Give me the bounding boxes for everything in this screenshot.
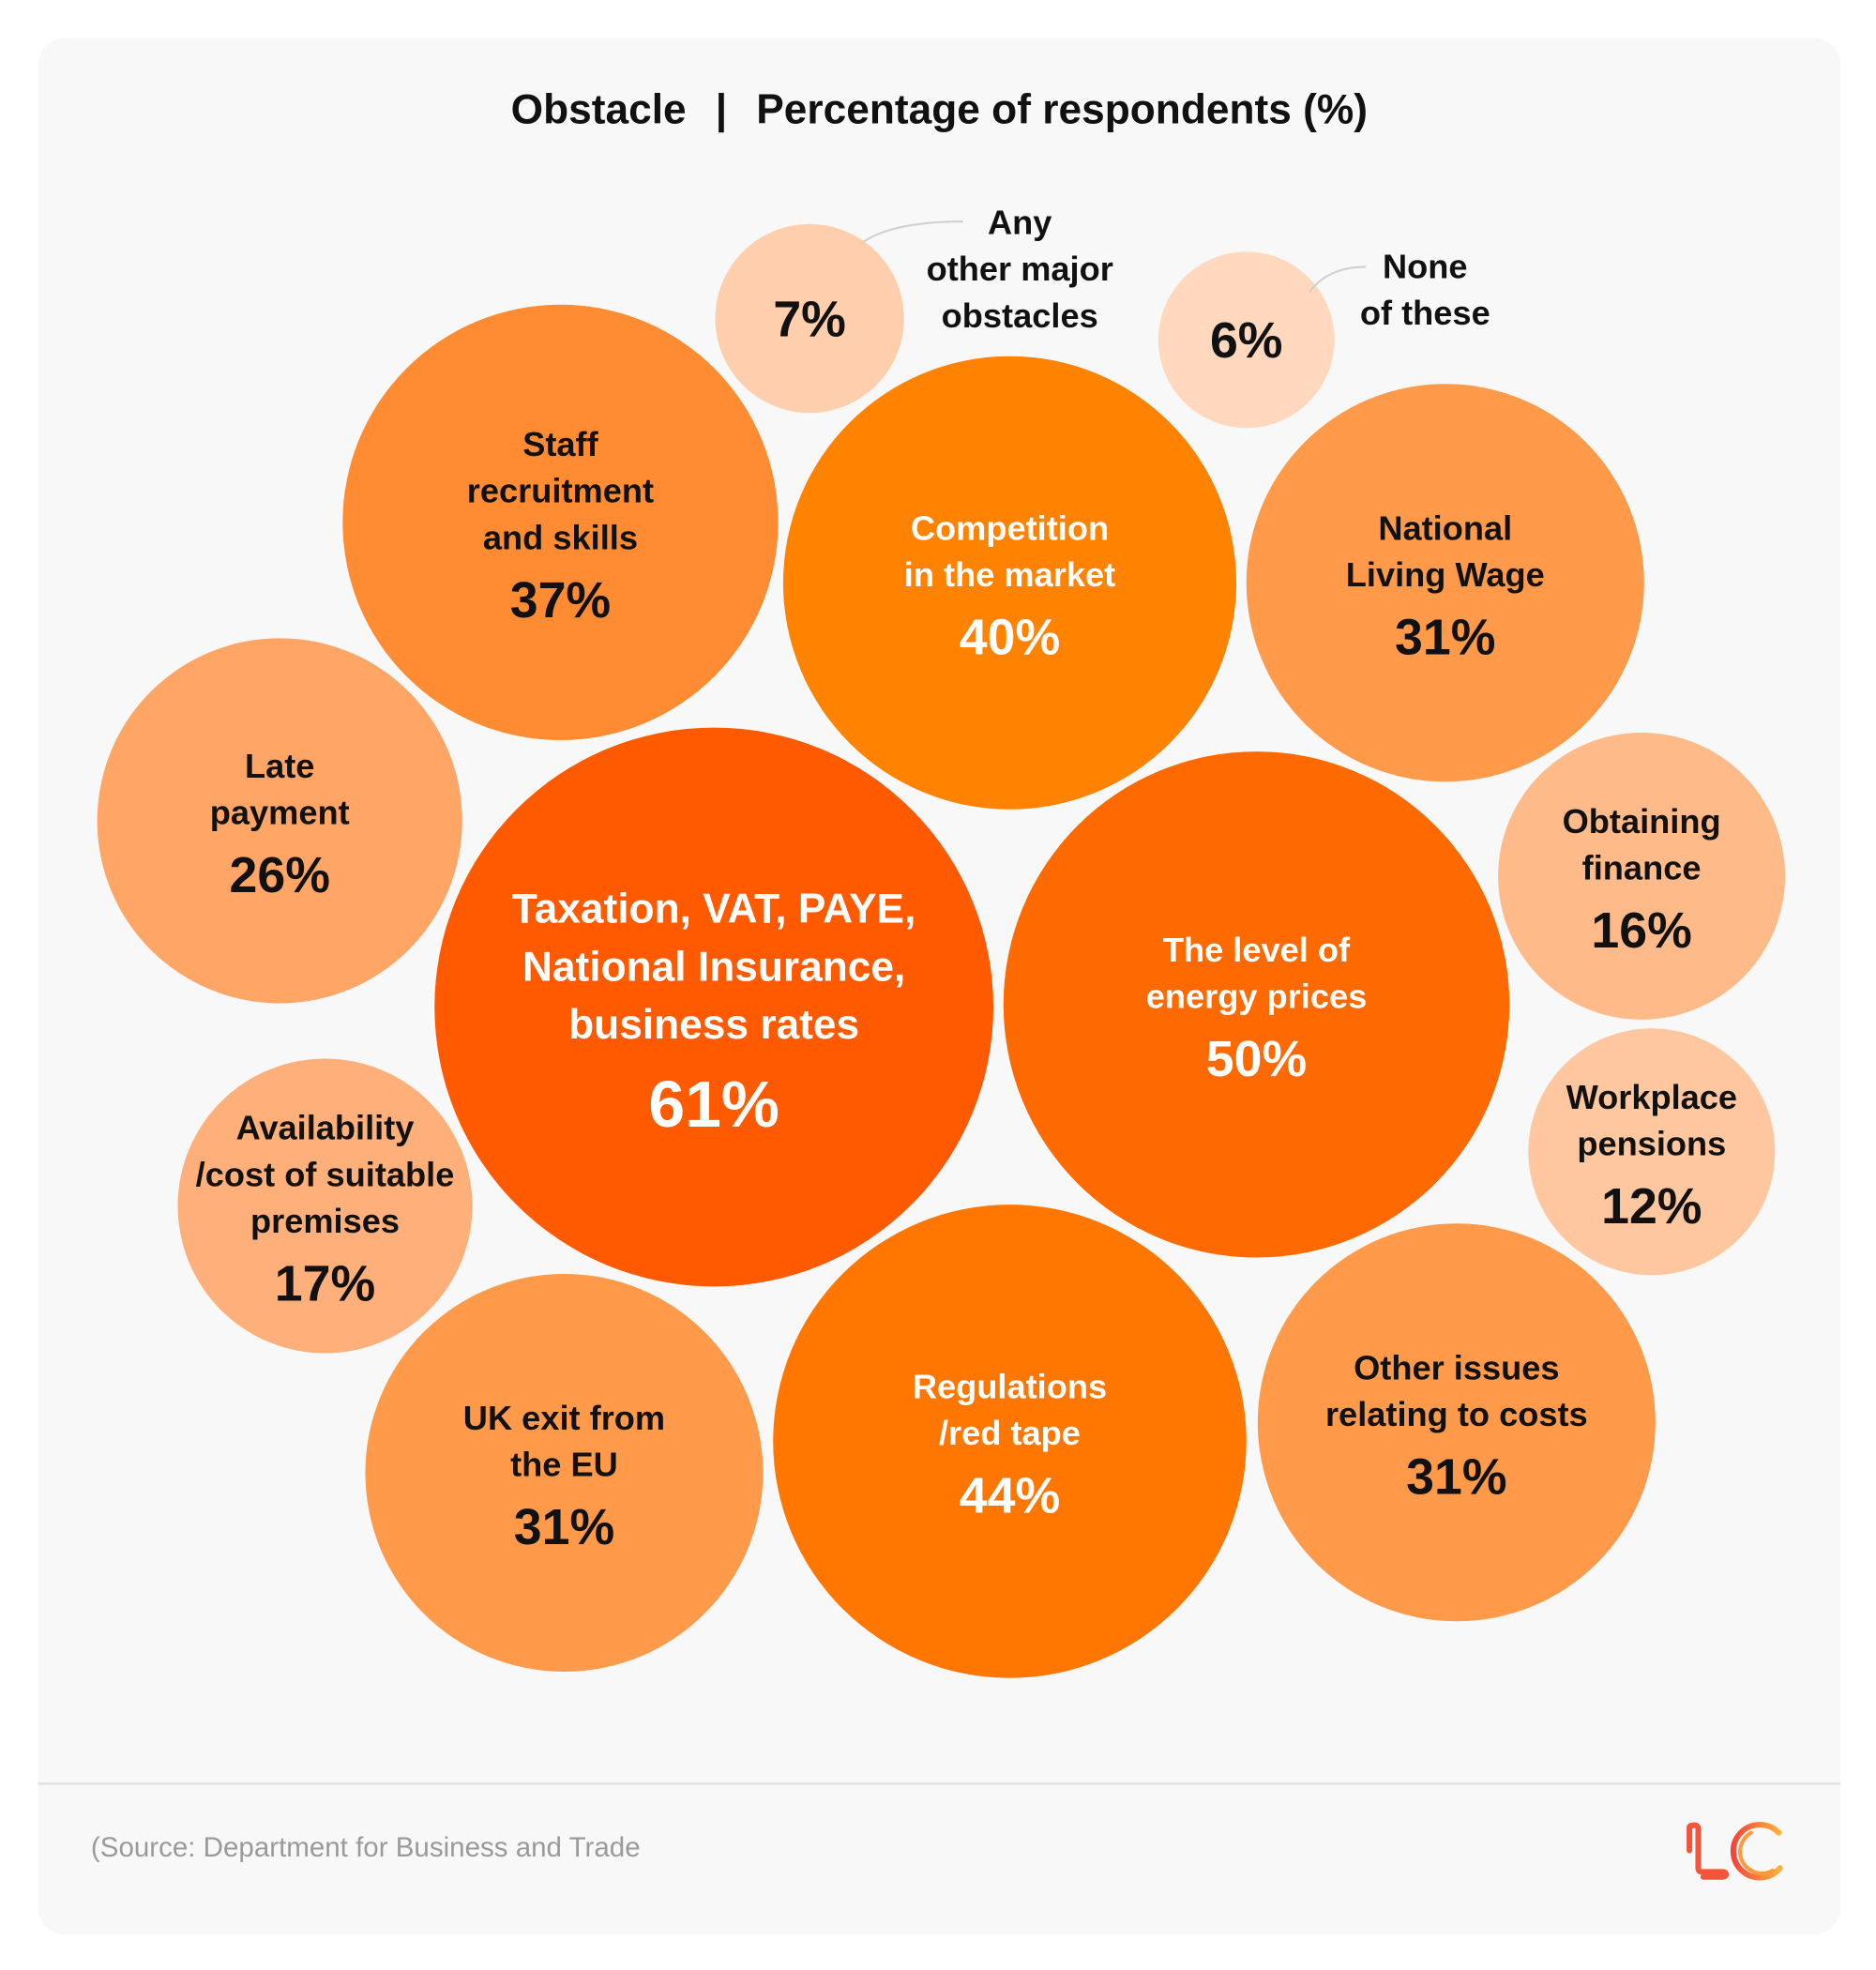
- bubble-label: The level of: [1163, 931, 1351, 969]
- bubble-value: 12%: [1601, 1178, 1702, 1235]
- bubble-label: business rates: [568, 1002, 859, 1048]
- bubble-circle: [1528, 1028, 1776, 1276]
- bubble-circle: [1498, 732, 1786, 1020]
- bubble-label: None: [1383, 248, 1468, 286]
- bubble-value: 61%: [648, 1068, 779, 1141]
- bubble-circle: [782, 356, 1237, 810]
- bubble-label: Any: [988, 204, 1051, 242]
- lc-logo: [1687, 1822, 1783, 1881]
- bubble-label: UK exit from: [463, 1399, 665, 1437]
- bubble-circle: [715, 223, 904, 414]
- bubble: UK exit from the EU 31%: [365, 1273, 764, 1672]
- bubble-value: 17%: [275, 1255, 375, 1311]
- bubble-value: 16%: [1591, 902, 1691, 959]
- bubble-circle: [177, 1058, 473, 1354]
- bubble: Availability/cost of suitable premises 17%: [177, 1058, 473, 1354]
- bubble: Obtaining finance 16%: [1498, 732, 1786, 1020]
- bubble: Staff recruitment and skills 37%: [342, 304, 779, 741]
- bubble-label: /cost of suitable: [196, 1155, 455, 1193]
- leader-line: [1309, 265, 1367, 293]
- bubble: National Living Wage 31%: [1246, 384, 1644, 782]
- bubble-label: Competition: [911, 508, 1109, 547]
- bubble-label: National Insurance,: [522, 944, 905, 990]
- bubble-label: Obtaining: [1563, 802, 1721, 841]
- bubble-value: 6%: [1210, 312, 1283, 369]
- bubble-label: finance: [1582, 849, 1702, 887]
- bubble-circle: [434, 727, 994, 1287]
- bubble-label: /red tape: [939, 1414, 1081, 1452]
- bubble-label: Taxation, VAT, PAYE,: [512, 886, 915, 932]
- source-note: (Source: Department for Business and Tra…: [91, 1832, 641, 1863]
- bubble-label: Late: [245, 747, 314, 785]
- bubble-label: obstacles: [942, 296, 1098, 335]
- bubble-label: Regulations: [913, 1367, 1107, 1405]
- bubble-label: premises: [250, 1202, 400, 1240]
- bubble-label: in the market: [904, 555, 1115, 594]
- bubble-value: 37%: [510, 572, 611, 629]
- bubble-circle: [1257, 1223, 1656, 1622]
- bubble-value: 31%: [1395, 609, 1495, 665]
- bubble: Any other major obstacles 7%: [715, 204, 1113, 414]
- bubble-label: other major: [927, 250, 1113, 288]
- title-right: Percentage of respondents (%): [756, 87, 1368, 133]
- bubble: Taxation, VAT, PAYE, National Insurance, b…: [434, 727, 994, 1287]
- bubble-circle: [1246, 384, 1644, 782]
- bubble-value: 50%: [1206, 1031, 1307, 1087]
- bubble: Late payment 26%: [97, 638, 462, 1004]
- bubble-label: National: [1378, 508, 1512, 547]
- bubble-circle: [97, 638, 462, 1004]
- bubble-circle: [773, 1205, 1247, 1678]
- bubble-label: and skills: [483, 518, 638, 556]
- bubble-label: Workplace: [1566, 1078, 1738, 1116]
- bubble-label: the EU: [510, 1446, 618, 1484]
- leader-line: [863, 220, 963, 243]
- bubble-label: recruitment: [467, 472, 654, 510]
- bubble-value: 31%: [1406, 1448, 1506, 1505]
- title-left: Obstacle: [511, 87, 687, 133]
- bubble: None of these 6%: [1157, 248, 1490, 429]
- bubble-value: 31%: [514, 1499, 614, 1555]
- bubble-value: 44%: [960, 1468, 1060, 1524]
- bubble-circle: [1003, 751, 1510, 1258]
- bubble-circle: [1157, 251, 1335, 429]
- bubble: Other issues relating to costs 31%: [1257, 1223, 1656, 1622]
- bubble-label: Availability: [236, 1109, 415, 1147]
- bubbles: Taxation, VAT, PAYE, National Insurance, b…: [97, 204, 1786, 1678]
- bubble: The level of energy prices 50%: [1003, 751, 1510, 1258]
- title-separator: |: [716, 87, 727, 134]
- bubble: Workplace pensions 12%: [1528, 1028, 1776, 1276]
- bubble-label: Other issues: [1354, 1348, 1559, 1387]
- bubble: Competition in the market 40%: [782, 356, 1237, 810]
- chart-title: Obstacle | Percentage of respondents (%): [511, 87, 1368, 134]
- bubble-label: pensions: [1577, 1124, 1726, 1162]
- bubble-value: 26%: [230, 847, 330, 903]
- bubble-circle: [342, 304, 779, 741]
- bubble: Regulations/red tape 44%: [773, 1205, 1247, 1678]
- bubble-label: Living Wage: [1346, 555, 1545, 594]
- bubble-label: energy prices: [1146, 977, 1368, 1015]
- bubble-value: 40%: [960, 609, 1060, 665]
- bubble-label: Staff: [522, 425, 598, 463]
- bubble-circle: [365, 1273, 764, 1672]
- bubble-value: 7%: [773, 291, 846, 347]
- bubble-label: relating to costs: [1325, 1395, 1588, 1433]
- bubble-label: of these: [1360, 294, 1490, 332]
- bubble-label: payment: [210, 794, 350, 832]
